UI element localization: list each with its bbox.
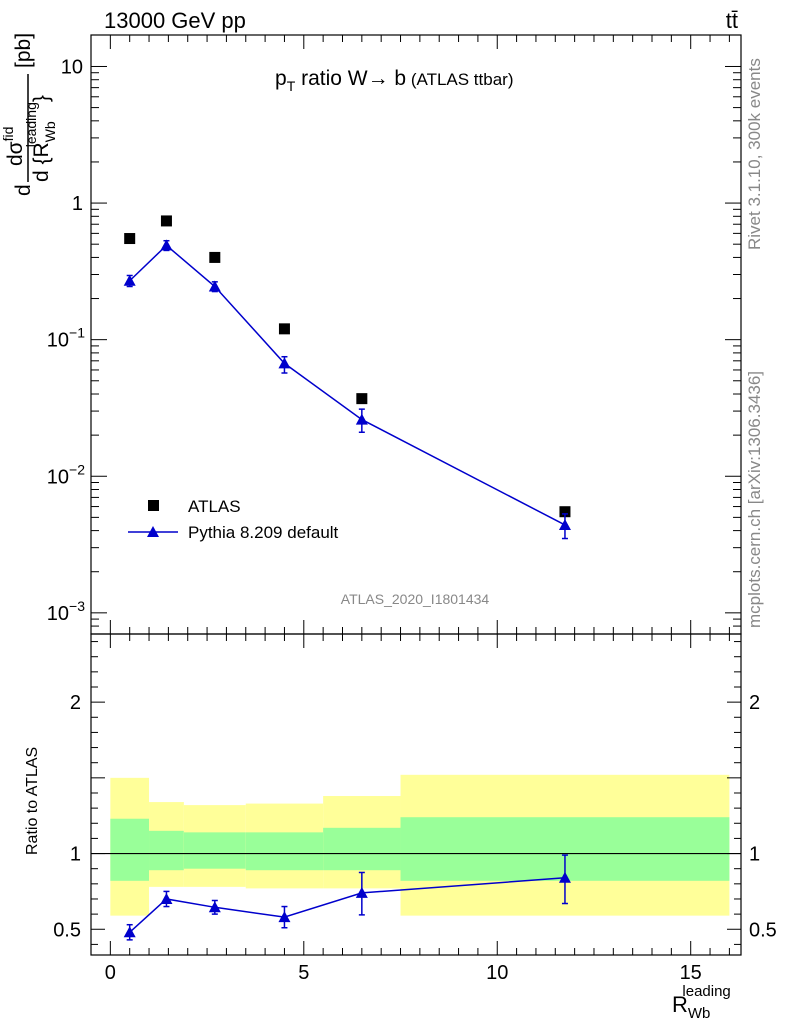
ratio-y-tick-label-left: 2 [70, 692, 81, 714]
legend-pythia-marker [147, 526, 159, 537]
atlas-data-point [160, 215, 172, 227]
main-y-tick-label: 10 [61, 56, 83, 78]
svg-text:[pb]: [pb] [12, 33, 35, 68]
rivet-info-label: Rivet 3.1.10, 300k events [745, 58, 764, 250]
main-y-axis-label: d dσfid d {RWbleading} [pb] [0, 33, 58, 196]
analysis-label: ATLAS_2020_I1801434 [341, 591, 490, 607]
x-axis-label: RWbleading [672, 983, 731, 1022]
pythia-data-point [278, 357, 291, 369]
ratio-data-point [558, 871, 571, 883]
main-y-tick-label: 10−3 [47, 598, 85, 625]
x-tick-label: 5 [298, 962, 309, 984]
main-plot-frame [90, 34, 742, 635]
ratio-inner-band [183, 832, 246, 869]
ratio-pythia-line [129, 877, 566, 933]
pythia-data-point [558, 518, 571, 530]
atlas-data-point [278, 323, 290, 335]
ratio-tick-labels: 0.5 0.5 1 1 2 2 0 5 10 15 [53, 692, 777, 984]
pythia-line [129, 244, 566, 526]
pythia-data-point [123, 274, 136, 286]
ratio-data-point [160, 892, 173, 904]
energy-label: 13000 GeV pp [104, 8, 246, 33]
site-info-label: mcplots.cern.ch [arXiv:1306.3436] [745, 371, 764, 628]
main-y-tick-label: 1 [72, 193, 83, 215]
ratio-inner-band [110, 818, 150, 881]
ratio-plot-frame [90, 633, 742, 956]
atlas-data-point [356, 393, 368, 405]
x-tick-label: 10 [486, 962, 508, 984]
ratio-series-layer [123, 854, 571, 941]
ratio-y-tick-label-left: 1 [70, 844, 81, 866]
atlas-data-point [559, 506, 571, 518]
ratio-frame-box [90, 633, 742, 956]
main-title: pT ratio W→ b (ATLAS ttbar) [275, 67, 514, 94]
legend-pythia-label: Pythia 8.209 default [188, 523, 339, 542]
main-y-tick-label: 10−1 [47, 325, 85, 352]
main-title-subscript: T [287, 78, 296, 94]
ratio-y-tick-label-right: 2 [749, 692, 760, 714]
main-y-tick-label: 10−2 [47, 461, 85, 488]
process-label: tt̄ [726, 8, 738, 33]
x-tick-label: 15 [680, 962, 702, 984]
svg-text:d: d [12, 184, 35, 196]
ratio-data-point [123, 926, 136, 938]
pythia-data-point [208, 280, 221, 292]
ratio-data-point [208, 901, 221, 913]
legend-atlas-label: ATLAS [188, 497, 241, 516]
legend-atlas-marker [148, 500, 159, 511]
atlas-data-point [124, 233, 136, 245]
ratio-data-point [355, 886, 368, 898]
x-tick-label: 0 [105, 962, 116, 984]
svg-text:d {RWbleading}: d {RWbleading} [23, 95, 58, 182]
ratio-plot-area [91, 774, 741, 916]
ratio-y-tick-label-right: 1 [749, 844, 760, 866]
pythia-data-point [160, 239, 173, 251]
main-y-tick-labels: 10 1 10−1 10−2 10−3 [47, 56, 85, 624]
ratio-y-tick-label-left: 0.5 [53, 919, 81, 941]
pythia-data-point [355, 413, 368, 425]
atlas-data-point [209, 251, 221, 263]
ratio-inner-band [149, 830, 184, 871]
ratio-data-point [278, 911, 291, 923]
ratio-y-tick-label-right: 0.5 [749, 919, 777, 941]
main-frame-box [90, 34, 742, 635]
ratio-y-axis-label: Ratio to ATLAS [24, 747, 41, 855]
ratio-inner-band [245, 832, 324, 871]
ratio-inner-band [323, 827, 401, 871]
svg-text:dσfid: dσfid [0, 127, 27, 166]
legend: ATLAS Pythia 8.209 default [128, 497, 339, 542]
main-series-layer [123, 215, 571, 540]
